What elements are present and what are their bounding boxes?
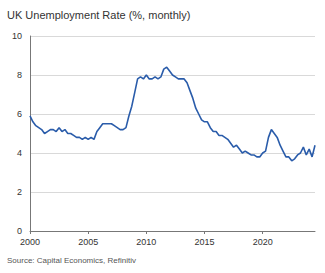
svg-text:2000: 2000 [20,237,40,247]
svg-text:2020: 2020 [253,237,273,247]
svg-text:2: 2 [17,187,22,197]
svg-text:6: 6 [17,109,22,119]
svg-text:2015: 2015 [194,237,214,247]
svg-text:4: 4 [17,148,22,158]
svg-text:2010: 2010 [136,237,156,247]
svg-text:Source: Capital Economics, Ref: Source: Capital Economics, Refinitiv [7,256,136,265]
svg-text:0: 0 [17,226,22,236]
svg-text:UK Unemployment Rate (%, month: UK Unemployment Rate (%, monthly) [7,9,190,21]
svg-text:2005: 2005 [78,237,98,247]
svg-text:10: 10 [12,31,22,41]
svg-text:8: 8 [17,70,22,80]
